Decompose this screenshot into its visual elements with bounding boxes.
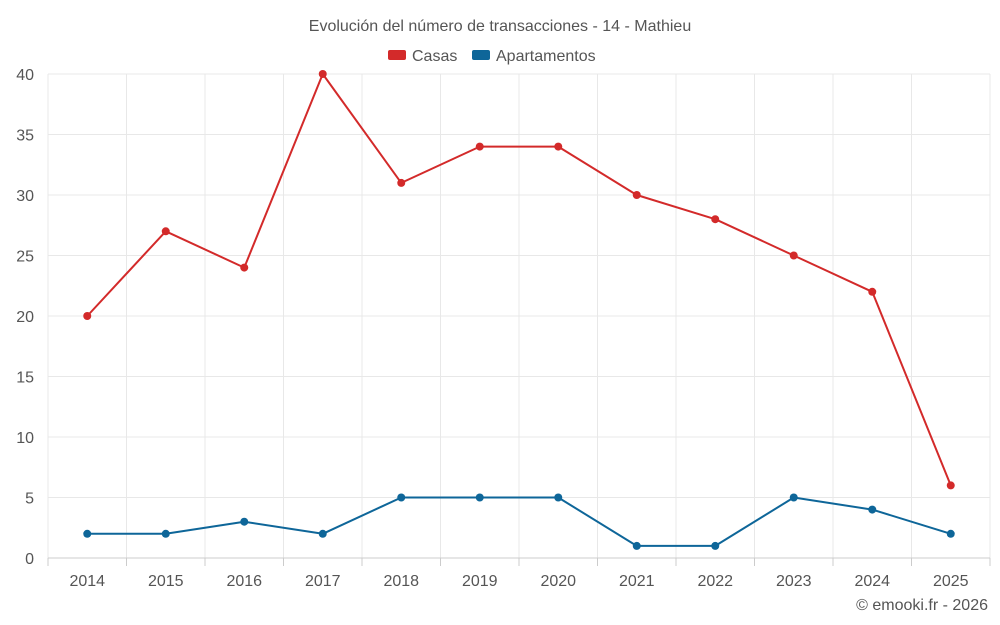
data-point-casas-2015[interactable] [161,227,170,236]
chart-title: Evolución del número de transacciones - … [309,18,691,35]
y-tick-label-30: 30 [16,188,34,205]
legend-swatch-casas [388,50,406,60]
legend-label-casas: Casas [412,48,457,65]
y-tick-label-0: 0 [25,551,34,568]
data-point-apartamentos-2020[interactable] [554,493,563,502]
data-point-apartamentos-2016[interactable] [240,517,249,526]
data-point-apartamentos-2018[interactable] [397,493,406,502]
x-tick-label-2014: 2014 [69,573,105,590]
legend-swatch-apartamentos [472,50,490,60]
series [83,70,955,550]
data-point-casas-2022[interactable] [711,215,720,224]
data-point-casas-2023[interactable] [789,251,798,260]
data-point-casas-2024[interactable] [868,287,877,296]
x-tick-label-2022: 2022 [697,573,733,590]
data-point-casas-2025[interactable] [946,481,955,490]
y-tick-label-20: 20 [16,309,34,326]
series-line-casas [86,73,952,486]
x-tick-label-2015: 2015 [148,573,184,590]
data-point-casas-2017[interactable] [318,70,327,78]
legend-label-apartamentos: Apartamentos [496,48,596,65]
credit-text: © emooki.fr - 2026 [856,597,988,614]
x-tick-label-2025: 2025 [933,573,969,590]
series-line-apartamentos [87,496,952,547]
y-axis-ticks: 0 5 10 15 20 25 30 35 40 [16,67,34,568]
data-point-apartamentos-2017[interactable] [318,529,327,538]
legend: Casas Apartamentos [388,48,596,65]
data-point-apartamentos-2019[interactable] [475,493,484,502]
data-point-apartamentos-2014[interactable] [83,529,92,538]
data-point-casas-2021[interactable] [632,191,641,199]
data-point-apartamentos-2023[interactable] [789,493,798,502]
series-casas [83,70,955,490]
data-point-apartamentos-2015[interactable] [161,529,170,538]
x-tick-label-2020: 2020 [540,573,576,590]
y-tick-label-40: 40 [16,67,34,84]
data-point-apartamentos-2021[interactable] [632,541,641,550]
y-tick-label-25: 25 [16,249,34,266]
y-tick-label-35: 35 [16,128,34,145]
data-point-apartamentos-2022[interactable] [711,541,720,550]
data-point-casas-2019[interactable] [475,142,484,151]
data-point-casas-2020[interactable] [554,142,563,151]
x-axis-ticks: 2014 2015 2016 2017 2018 2019 2020 2021 2022 2023… [69,573,968,590]
series-apartamentos [83,493,955,550]
data-point-casas-2016[interactable] [240,263,249,272]
x-tick-label-2021: 2021 [619,573,655,590]
y-tick-label-15: 15 [16,370,34,387]
x-tick-label-2024: 2024 [854,573,890,590]
x-tick-label-2023: 2023 [776,573,812,590]
x-tick-label-2016: 2016 [226,573,262,590]
grid [47,73,991,558]
x-tick-label-2019: 2019 [462,573,498,590]
x-tick-label-2017: 2017 [305,573,341,590]
data-point-apartamentos-2024[interactable] [868,505,877,514]
y-tick-label-5: 5 [25,491,34,508]
data-point-casas-2018[interactable] [397,178,406,187]
data-point-casas-2014[interactable] [83,312,92,320]
axes [47,557,991,566]
y-tick-label-10: 10 [16,430,34,447]
data-point-apartamentos-2025[interactable] [946,529,955,538]
x-tick-label-2018: 2018 [383,573,419,590]
